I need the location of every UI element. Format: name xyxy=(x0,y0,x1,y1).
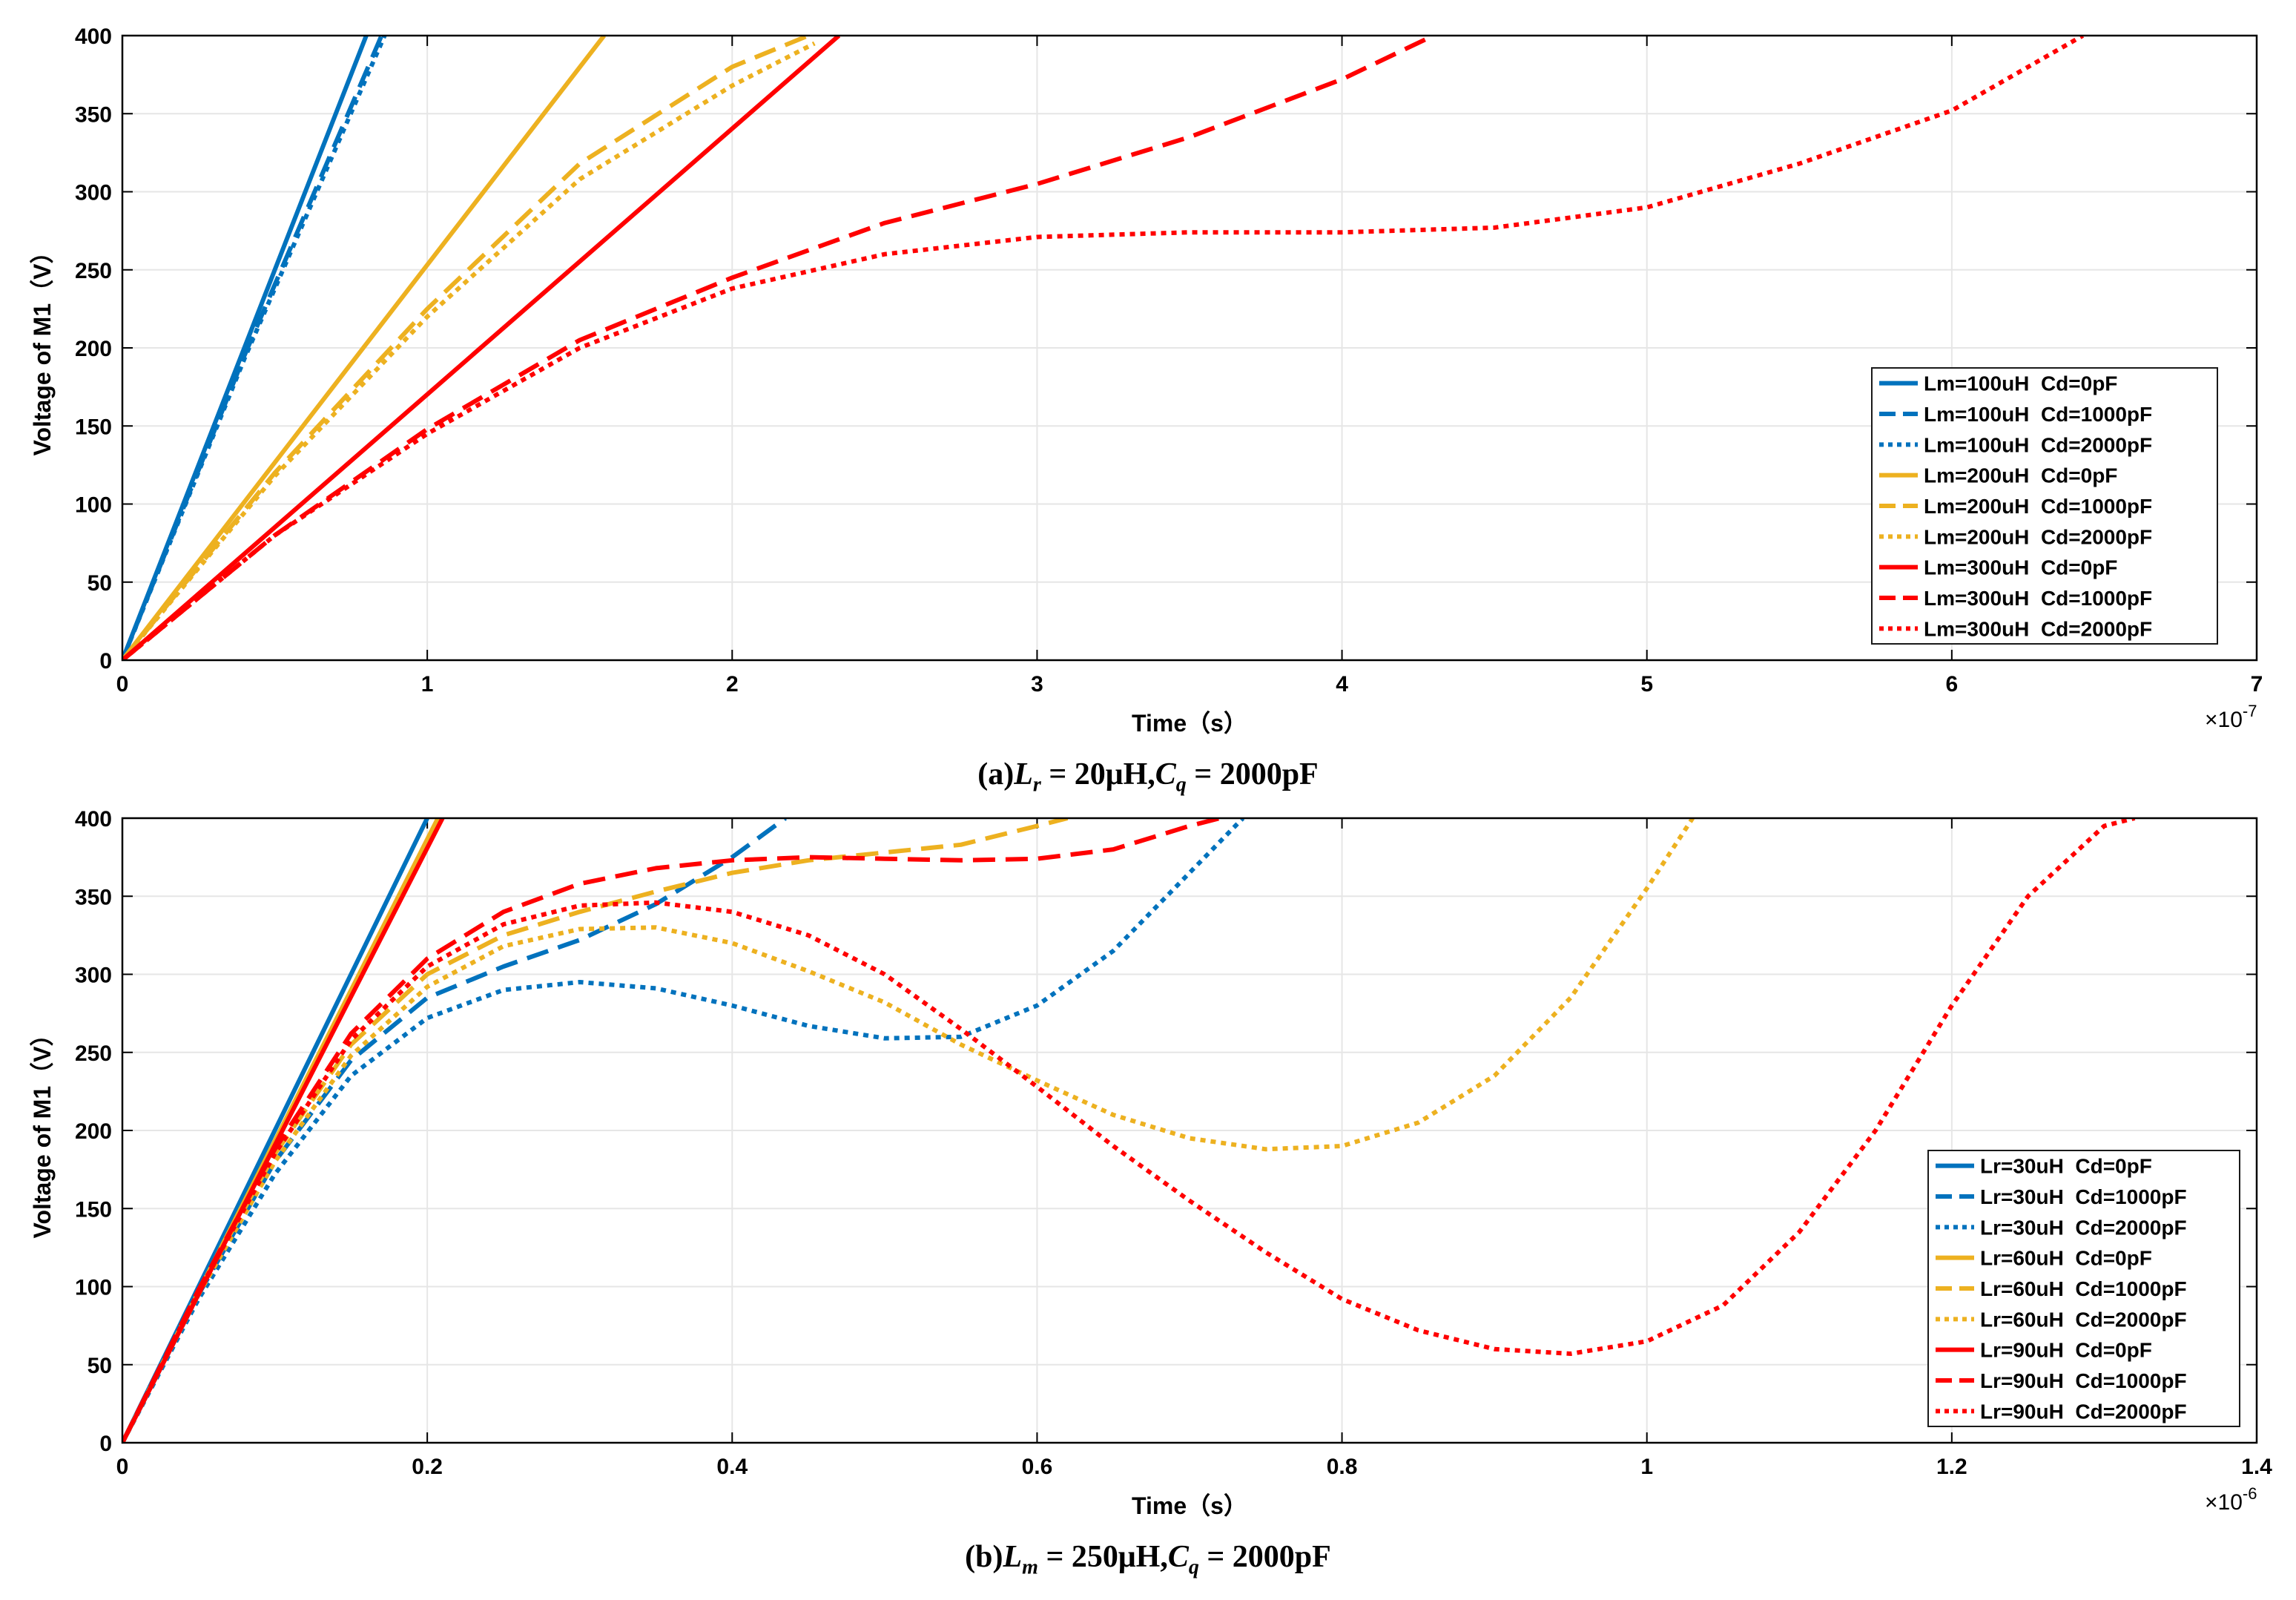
y-tick-label: 300 xyxy=(75,181,112,205)
x-tick-label: 2 xyxy=(726,672,739,697)
y-tick-label: 350 xyxy=(75,885,112,909)
legend-label: Lm=100uH Cd=1000pF xyxy=(1924,403,2152,426)
series-line xyxy=(122,36,2085,660)
legend: Lm=100uH Cd=0pF Lm=100uH Cd=1000pF Lm=100u… xyxy=(1871,367,2218,645)
y-tick-label: 150 xyxy=(75,415,112,439)
x-tick-label: 5 xyxy=(1640,672,1653,697)
x-tick-label: 0.8 xyxy=(1327,1455,1358,1479)
y-tick-label: 50 xyxy=(88,571,112,596)
legend-label: Lm=300uH Cd=0pF xyxy=(1924,556,2117,579)
legend-box xyxy=(1927,1150,2240,1427)
series-line xyxy=(122,41,816,660)
y-axis-label: Voltage of M1（V） xyxy=(29,1023,56,1239)
x-tick-label: 1.4 xyxy=(2241,1455,2272,1479)
axes-box xyxy=(121,34,2258,662)
legend-label: Lm=300uH Cd=1000pF xyxy=(1924,587,2152,610)
series-line xyxy=(122,818,1221,1443)
y-axis-label: Voltage of M1（V） xyxy=(29,240,56,456)
legend-label: Lm=300uH Cd=2000pF xyxy=(1924,617,2152,640)
legend-label: Lr=90uH Cd=2000pF xyxy=(1980,1400,2187,1423)
x-tick-label: 3 xyxy=(1031,672,1043,697)
x-tick-label: 0 xyxy=(116,672,129,697)
y-tick-label: 150 xyxy=(75,1197,112,1222)
y-tick-label: 200 xyxy=(75,337,112,361)
y-tick-label: 0 xyxy=(99,1432,112,1456)
x-axis-label: Time（s） xyxy=(1132,1492,1247,1519)
x-multiplier: ×10-7 xyxy=(2205,702,2257,732)
y-tick-label: 250 xyxy=(75,1041,112,1066)
y-tick-label: 400 xyxy=(75,807,112,832)
x-tick-label: 0.2 xyxy=(412,1455,443,1479)
y-tick-label: 250 xyxy=(75,259,112,283)
legend-label: Lr=60uH Cd=0pF xyxy=(1980,1247,2152,1270)
y-tick-label: 200 xyxy=(75,1119,112,1144)
legend-box xyxy=(1871,367,2218,645)
legend-label: Lr=90uH Cd=0pF xyxy=(1980,1339,2152,1362)
series-group xyxy=(122,818,2136,1443)
series-line xyxy=(122,818,1695,1443)
legend: Lr=30uH Cd=0pF Lr=30uH Cd=1000pF Lr=30uH C… xyxy=(1927,1150,2240,1427)
series-group xyxy=(122,36,2085,660)
legend-label: Lr=90uH Cd=1000pF xyxy=(1980,1369,2187,1392)
x-tick-label: 4 xyxy=(1336,672,1348,697)
legend-label: Lr=60uH Cd=1000pF xyxy=(1980,1277,2187,1300)
x-axis-label: Time（s） xyxy=(1132,710,1247,737)
legend-label: Lr=30uH Cd=2000pF xyxy=(1980,1216,2187,1239)
series-line xyxy=(122,818,1069,1443)
axes-box xyxy=(121,817,2258,1444)
series-line xyxy=(122,36,841,660)
x-tick-label: 1.2 xyxy=(1936,1455,1967,1479)
series-line xyxy=(122,36,1435,660)
y-tick-label: 100 xyxy=(75,1276,112,1300)
x-tick-label: 1 xyxy=(1640,1455,1653,1479)
y-tick-label: 350 xyxy=(75,102,112,127)
legend-label: Lr=60uH Cd=2000pF xyxy=(1980,1308,2187,1331)
series-line xyxy=(122,818,1245,1443)
caption-b: (b)Lm = 250μH,Cq = 2000pF xyxy=(965,1540,1331,1579)
series-line xyxy=(122,36,384,660)
legend-label: Lr=30uH Cd=1000pF xyxy=(1980,1185,2187,1208)
legend-label: Lr=30uH Cd=0pF xyxy=(1980,1155,2152,1178)
x-tick-label: 6 xyxy=(1946,672,1959,697)
series-line xyxy=(122,818,2136,1443)
legend-label: Lm=200uH Cd=2000pF xyxy=(1924,525,2152,548)
y-tick-label: 0 xyxy=(99,649,112,674)
legend-label: Lm=200uH Cd=1000pF xyxy=(1924,495,2152,518)
x-tick-label: 0.6 xyxy=(1022,1455,1053,1479)
legend-label: Lm=100uH Cd=0pF xyxy=(1924,372,2117,395)
x-tick-label: 7 xyxy=(2251,672,2263,697)
y-tick-label: 400 xyxy=(75,24,112,49)
series-line xyxy=(122,36,387,660)
x-multiplier: ×10-6 xyxy=(2205,1484,2257,1515)
legend-label: Lm=200uH Cd=0pF xyxy=(1924,464,2117,487)
chart-a: 0 1 2 3 4 5 6 7 0 50 100 150 200 250 300 350 400 Time（s） V… xyxy=(29,24,2263,737)
y-tick-label: 300 xyxy=(75,964,112,988)
y-tick-label: 100 xyxy=(75,493,112,518)
x-tick-label: 1 xyxy=(421,672,434,697)
series-line xyxy=(122,36,606,660)
x-tick-label: 0.4 xyxy=(716,1455,748,1479)
chart-b: 0 0.2 0.4 0.6 0.8 1 1.2 1.4 0 50 100 150 200 250 300 35… xyxy=(29,807,2272,1519)
x-tick-label: 0 xyxy=(116,1455,129,1479)
caption-a: (a)Lr = 20μH,Cq = 2000pF xyxy=(977,757,1319,797)
y-tick-label: 50 xyxy=(88,1354,112,1378)
legend-label: Lm=100uH Cd=2000pF xyxy=(1924,433,2152,456)
